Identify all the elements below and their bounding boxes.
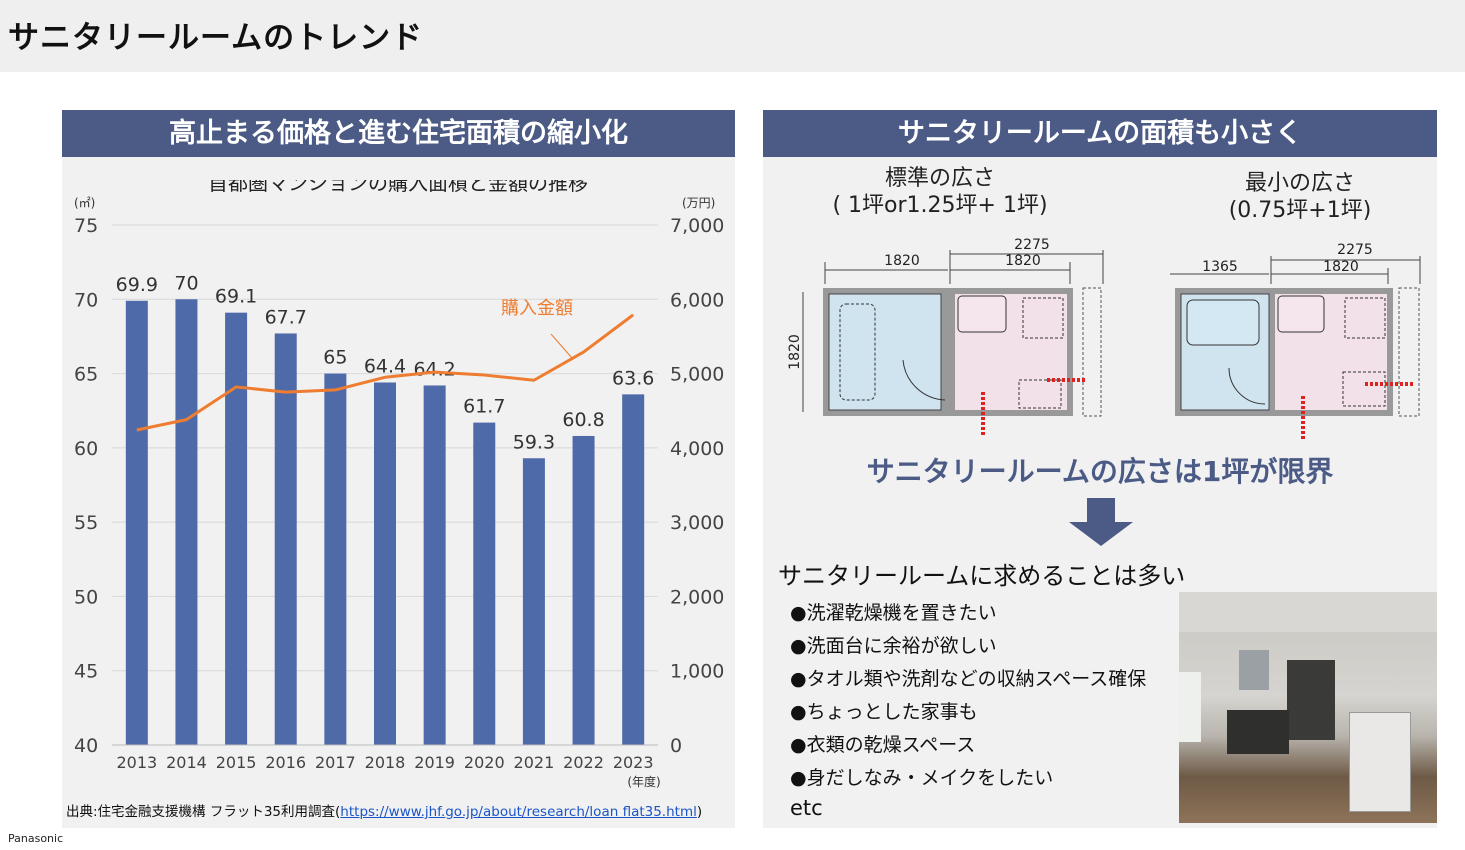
standard-floor-plan: 1820 1820 2275 1820	[787, 237, 1104, 437]
need-item: ●ちょっとした家事も	[790, 701, 978, 723]
standard-title: 標準の広さ	[884, 166, 995, 191]
need-item: ●身だしなみ・メイクをしたい	[790, 767, 1054, 789]
y2-tick-label: 5,000	[670, 364, 724, 386]
need-item: ●タオル類や洗剤などの収納スペース確保	[790, 668, 1147, 690]
y-axis-unit: (㎡)	[74, 196, 95, 210]
y2-axis-unit: (万円)	[682, 196, 715, 210]
right-panel-title: サニタリールームの面積も小さく	[763, 110, 1437, 157]
y-tick-label: 55	[74, 512, 98, 534]
left-panel-title: 高止まる価格と進む住宅面積の縮小化	[62, 110, 735, 157]
dim-minimum-left: 1365	[1202, 259, 1238, 275]
bar-value-label: 70	[174, 272, 198, 294]
x-tick-label: 2016	[265, 753, 306, 772]
y-tick-label: 40	[74, 735, 98, 757]
brand-footer: Panasonic	[8, 832, 64, 845]
y-tick-label: 65	[74, 364, 98, 386]
source-suffix: )	[696, 804, 703, 820]
bar-value-label: 64.4	[364, 355, 406, 377]
bar-2023	[622, 394, 645, 745]
x-tick-label: 2017	[315, 753, 356, 772]
bar-value-label: 69.1	[215, 286, 257, 308]
down-arrow-icon	[1069, 498, 1133, 546]
bar-value-label: 69.9	[116, 274, 158, 296]
y2-tick-label: 6,000	[670, 289, 724, 311]
x-tick-label: 2013	[116, 753, 157, 772]
bar-value-label: 65	[323, 347, 347, 369]
bar-value-label: 60.8	[562, 409, 604, 431]
page-title: サニタリールームのトレンド	[8, 20, 424, 56]
bar-value-label: 59.3	[513, 431, 555, 453]
header-band	[0, 0, 1465, 72]
minimum-subtitle: (0.75坪+1坪)	[1228, 198, 1372, 223]
minimum-floor-plan: 1365 1820 2275	[1170, 242, 1421, 440]
chart-title: 首都圏マンションの購入面積と金額の推移	[208, 180, 588, 195]
x-tick-label: 2014	[166, 753, 207, 772]
y-tick-label: 60	[74, 438, 98, 460]
bar-value-label: 67.7	[265, 306, 307, 328]
sanitary-room-photo	[1179, 592, 1437, 823]
bar-2019	[423, 385, 446, 745]
y2-tick-label: 0	[670, 735, 682, 757]
bar-2016	[274, 333, 297, 745]
y2-tick-label: 1,000	[670, 661, 724, 683]
minimum-title: 最小の広さ	[1244, 171, 1355, 196]
bar-2013	[125, 300, 148, 745]
source-prefix: 出典:住宅金融支援機構 フラット35利用調査(	[66, 804, 341, 820]
bar-value-label: 61.7	[463, 396, 505, 418]
dim-minimum-total: 2275	[1337, 242, 1373, 258]
source-link[interactable]: https://www.jhf.go.jp/about/research/loa…	[340, 804, 697, 820]
need-item-etc: etc	[790, 796, 823, 820]
x-tick-label: 2022	[563, 753, 604, 772]
need-item: ●洗濯乾燥機を置きたい	[790, 602, 997, 624]
bar-2021	[522, 458, 545, 745]
bar-2014	[175, 299, 198, 745]
conclusion-text: サニタリールームの広さは1坪が限界	[866, 455, 1334, 488]
dim-standard-height: 1820	[787, 334, 803, 370]
bar-2018	[374, 382, 396, 745]
need-item: ●洗面台に余裕が欲しい	[790, 635, 997, 657]
y-tick-label: 70	[74, 289, 98, 311]
standard-size-label: 標準の広さ ( 1坪or1.25坪+ 1坪)	[800, 165, 1080, 219]
dim-standard-total: 2275	[1014, 237, 1050, 253]
dim-minimum-right: 1820	[1323, 259, 1359, 275]
y-tick-label: 50	[74, 586, 98, 608]
needs-heading: サニタリールームに求めることは多い	[778, 562, 1186, 590]
bar-2020	[473, 422, 496, 745]
bar-2022	[572, 435, 595, 745]
legend-leader-line	[550, 333, 573, 359]
y2-tick-label: 2,000	[670, 586, 724, 608]
bar-2015	[225, 312, 248, 745]
x-tick-label: 2019	[414, 753, 455, 772]
chart: 首都圏マンションの購入面積と金額の推移 (㎡) (万円) 40 0 45 1,000 50 2,…	[74, 180, 724, 789]
y-tick-label: 75	[74, 215, 98, 237]
minimum-size-label: 最小の広さ (0.75坪+1坪)	[1160, 170, 1440, 224]
bar-2017	[324, 373, 347, 745]
x-axis-unit: (年度)	[627, 774, 660, 789]
y2-tick-label: 4,000	[670, 438, 724, 460]
dim-standard-right: 1820	[1005, 253, 1041, 269]
bar-value-label: 63.6	[612, 367, 654, 389]
y2-tick-label: 7,000	[670, 215, 724, 237]
y-tick-label: 45	[74, 661, 98, 683]
y2-tick-label: 3,000	[670, 512, 724, 534]
need-item: ●衣類の乾燥スペース	[790, 734, 976, 756]
x-tick-label: 2020	[464, 753, 505, 772]
x-tick-label: 2015	[216, 753, 257, 772]
x-tick-label: 2018	[365, 753, 406, 772]
dim-standard-left: 1820	[884, 253, 920, 269]
line-series-label: 購入金額	[501, 298, 573, 319]
bar-value-label: 64.2	[413, 358, 455, 380]
source-note: 出典:住宅金融支援機構 フラット35利用調査(https://www.jhf.g…	[66, 800, 702, 820]
x-tick-label: 2021	[514, 753, 555, 772]
standard-subtitle: ( 1坪or1.25坪+ 1坪)	[832, 193, 1048, 218]
x-tick-label: 2023	[613, 753, 654, 772]
